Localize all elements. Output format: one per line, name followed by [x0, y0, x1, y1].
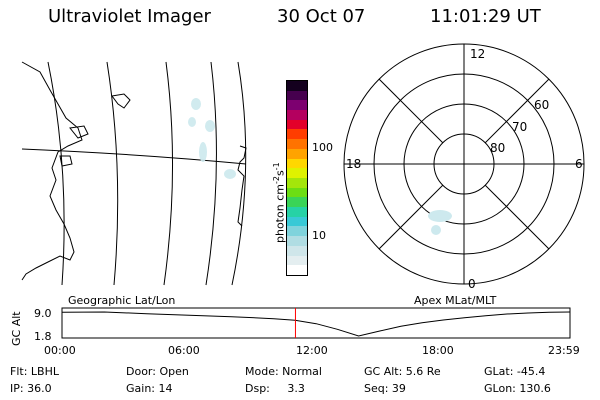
colorbar-tick-100: 100 [312, 141, 333, 154]
colorbar [286, 80, 308, 276]
colorbar-tick-10: 10 [312, 229, 326, 242]
colorbar-segment [287, 255, 307, 266]
colorbar-segment [287, 226, 307, 237]
glat-info: GLat: -45.4 [484, 365, 546, 378]
colorbar-segment [287, 216, 307, 227]
apex-label: Apex MLat/MLT [414, 294, 497, 307]
colorbar-segment [287, 187, 307, 198]
polar-diagonal [378, 184, 444, 250]
ip-info: IP: 36.0 [10, 382, 52, 395]
island [237, 145, 247, 227]
date-label: 30 Oct 07 [277, 6, 366, 27]
y-tick-1.8: 1.8 [34, 330, 52, 343]
aurora-patch [199, 142, 207, 162]
colorbar-segment [287, 80, 307, 91]
door-info: Door: Open [126, 365, 189, 378]
seq-info: Seq: 39 [364, 382, 406, 395]
mlt-label-0: 0 [468, 277, 476, 291]
island [59, 155, 73, 167]
aurora-patch [205, 120, 215, 132]
x-tick-0600: 06:00 [168, 344, 200, 357]
timeline-frame [61, 307, 571, 339]
colorbar-segment [287, 119, 307, 130]
x-tick-1800: 18:00 [422, 344, 454, 357]
altitude-curve [61, 311, 571, 337]
colorbar-segment [287, 90, 307, 101]
lat-label-70: 70 [512, 120, 527, 134]
colorbar-segment [287, 245, 307, 256]
longitude-line [163, 61, 174, 286]
mlt-label-6: 6 [575, 157, 583, 171]
x-tick-0000: 00:00 [44, 344, 76, 357]
gc-alt-info: GC Alt: 5.6 Re [364, 365, 441, 378]
colorbar-segment [287, 148, 307, 159]
mlt-label-18: 18 [346, 157, 361, 171]
latitude-line [21, 148, 247, 165]
glon-info: GLon: 130.6 [484, 382, 551, 395]
aurora-patch [431, 225, 441, 235]
x-tick-1200: 12:00 [296, 344, 328, 357]
aurora-patch [188, 117, 196, 127]
colorbar-segment [287, 139, 307, 149]
x-tick-2359: 23:59 [548, 344, 580, 357]
island [111, 93, 131, 109]
colorbar-segment [287, 236, 307, 246]
dsp-info: Dsp: 3.3 [245, 382, 305, 395]
colorbar-segment [287, 129, 307, 140]
mlt-label-12: 12 [470, 47, 485, 61]
coastline [21, 61, 83, 281]
colorbar-segment [287, 158, 307, 169]
time-label: 11:01:29 UT [430, 6, 541, 27]
lat-label-60: 60 [534, 98, 549, 112]
colorbar-segment [287, 207, 307, 217]
colorbar-segment [287, 110, 307, 120]
y-tick-9: 9.0 [34, 307, 52, 320]
island [69, 125, 89, 139]
polar-diagonal [484, 78, 550, 144]
instrument-title: Ultraviolet Imager [48, 6, 211, 27]
aurora-patch [428, 210, 452, 222]
longitude-line [106, 61, 119, 286]
polar-diagonal [484, 184, 550, 250]
gain-info: Gain: 14 [126, 382, 173, 395]
lat-label-80: 80 [490, 141, 505, 155]
colorbar-segment [287, 100, 307, 111]
colorbar-segment [287, 265, 307, 275]
geographic-label: Geographic Lat/Lon [68, 294, 176, 307]
mode-info: Mode: Normal [245, 365, 322, 378]
longitude-line [205, 61, 217, 286]
aurora-patch [224, 169, 236, 179]
filter-info: Flt: LBHL [10, 365, 59, 378]
longitude-line [231, 61, 247, 286]
colorbar-segment [287, 197, 307, 208]
colorbar-segment [287, 177, 307, 188]
aurora-patch [191, 98, 201, 110]
polar-diagonal [378, 78, 444, 144]
colorbar-segment [287, 168, 307, 178]
